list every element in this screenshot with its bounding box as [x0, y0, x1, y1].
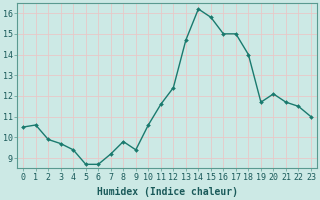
- X-axis label: Humidex (Indice chaleur): Humidex (Indice chaleur): [97, 187, 237, 197]
